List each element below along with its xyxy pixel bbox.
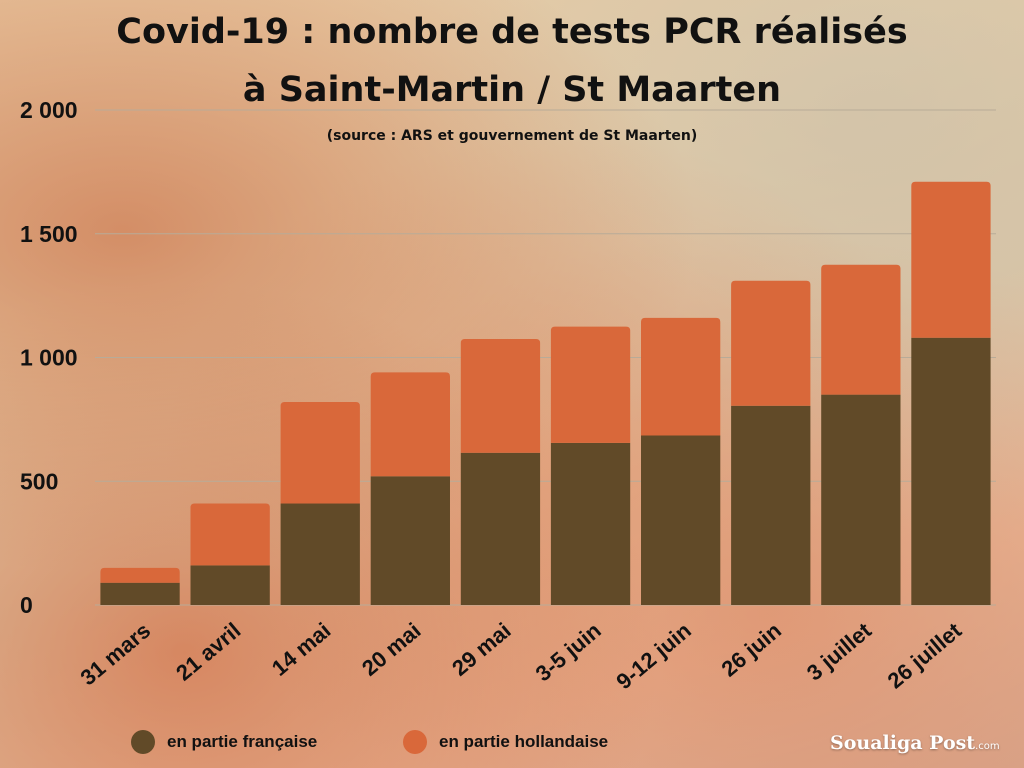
- x-tick-label: 20 mai: [357, 618, 426, 681]
- bar-segment-dutch: [641, 317, 721, 436]
- x-tick-label: 21 avril: [171, 618, 245, 686]
- bar-segment-french: [911, 337, 991, 605]
- bar-segment-french: [280, 503, 360, 605]
- bar-segment-dutch: [731, 280, 811, 406]
- bar-segment-french: [100, 582, 180, 605]
- y-tick-label: 1 500: [20, 221, 78, 247]
- x-tick-label: 14 mai: [267, 618, 336, 681]
- legend-swatch-dutch: [403, 730, 427, 754]
- bar-segment-french: [190, 565, 270, 605]
- chart-title-line-1: Covid-19 : nombre de tests PCR réalisés: [116, 12, 908, 52]
- y-tick-label: 2 000: [20, 97, 78, 123]
- y-tick-label: 500: [20, 468, 58, 494]
- x-tick-label: 29 mai: [447, 618, 516, 681]
- bar-segment-dutch: [550, 326, 631, 443]
- bar-segment-dutch: [911, 181, 991, 338]
- y-tick-label: 0: [20, 592, 33, 618]
- x-tick-label: 26 juin: [717, 618, 786, 682]
- logo-suffix: .com: [975, 741, 1000, 752]
- chart-subtitle: (source : ARS et gouvernement de St Maar…: [326, 128, 698, 144]
- legend-label-dutch: en partie hollandaise: [439, 732, 609, 751]
- x-tick-label: 9-12 juin: [611, 618, 695, 695]
- bar-segment-dutch: [100, 567, 180, 583]
- bar-segment-french: [370, 476, 450, 605]
- legend-swatch-french: [131, 730, 155, 754]
- bar-segment-french: [821, 394, 901, 605]
- legend-item-dutch: en partie hollandaise: [403, 730, 608, 754]
- bar-segment-dutch: [370, 372, 450, 477]
- y-axis-ticks: 0 500 1 000 1 500 2 000: [20, 97, 78, 618]
- logo-brand: Soualiga Post: [830, 732, 976, 754]
- bar-segment-french: [641, 435, 721, 605]
- x-tick-label: 3 juillet: [802, 617, 877, 685]
- y-tick-label: 1 000: [20, 345, 78, 371]
- x-tick-label: 3-5 juin: [531, 618, 606, 687]
- bars: [100, 181, 991, 605]
- legend-item-french: en partie française: [131, 730, 317, 754]
- legend-label-french: en partie française: [167, 732, 318, 751]
- soualiga-post-logo: Soualiga Post.com: [830, 732, 1000, 754]
- bar-segment-dutch: [190, 503, 270, 566]
- x-tick-label: 26 juillet: [883, 617, 967, 693]
- x-axis-ticks: 31 mars 21 avril 14 mai 20 mai 29 mai 3-5 jui…: [75, 617, 966, 694]
- x-tick-label: 31 mars: [75, 618, 155, 691]
- bar-segment-french: [731, 405, 811, 605]
- bar-segment-dutch: [821, 264, 901, 395]
- bar-segment-french: [550, 442, 631, 605]
- bar-segment-dutch: [460, 338, 541, 453]
- bar-segment-french: [460, 452, 541, 605]
- bar-segment-dutch: [280, 402, 360, 504]
- chart-title-line-2: à Saint-Martin / St Maarten: [242, 70, 782, 110]
